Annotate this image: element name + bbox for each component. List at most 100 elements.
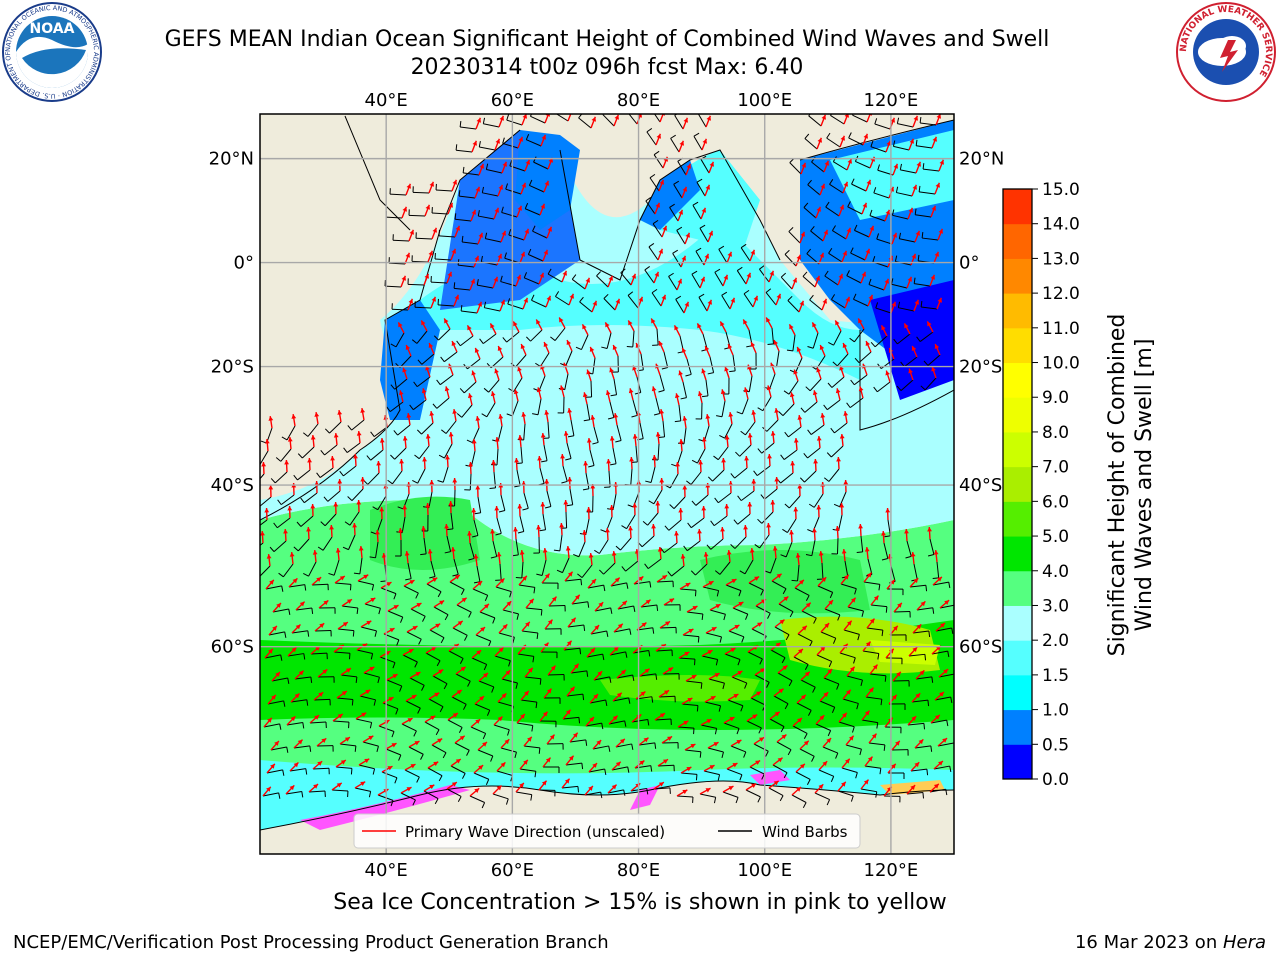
wind-barb-flag	[849, 337, 855, 343]
wind-barb-flag	[456, 340, 461, 347]
wind-barb-flag	[600, 792, 603, 799]
wind-barb	[517, 653, 534, 657]
wind-barb	[696, 448, 706, 464]
wind-barb-flag	[277, 499, 282, 505]
colorbar-segment	[1003, 744, 1032, 780]
wind-barb-flag	[905, 555, 912, 559]
wind-barb	[922, 237, 939, 241]
wave-arrow-head	[570, 617, 576, 623]
wave-arrow-head	[521, 412, 527, 417]
wave-arrow-head	[316, 577, 322, 582]
wave-arrow-head	[429, 784, 435, 790]
wind-barb-flag	[307, 630, 310, 637]
wind-barb-flag	[883, 744, 886, 751]
wind-barb-flag	[757, 407, 764, 412]
wave-arrow-head	[337, 410, 343, 415]
wind-barb-flag	[498, 510, 505, 513]
wind-barb-flag	[740, 430, 746, 436]
wave-arrow-head	[505, 670, 511, 676]
wind-barb-flag	[920, 385, 926, 391]
wind-barb-flag	[648, 500, 655, 505]
colorbar-tick-label: 7.0	[1042, 458, 1069, 478]
wave-arrow-head	[783, 596, 789, 602]
wave-arrow-head	[638, 576, 644, 582]
wave-arrow-head	[339, 576, 345, 581]
wind-barb-flag	[805, 554, 812, 557]
wind-barb	[388, 262, 406, 265]
wave-arrow-head	[609, 367, 614, 373]
wind-barb-flag	[719, 435, 725, 439]
wind-barb-flag	[661, 367, 668, 370]
wind-barb-flag	[686, 480, 692, 485]
wind-barb	[608, 470, 611, 487]
wind-barb	[300, 515, 314, 527]
wind-barb	[726, 768, 743, 776]
wave-arrow-head	[546, 295, 551, 301]
wind-barb-flag	[890, 278, 894, 285]
wind-barb-flag	[670, 134, 676, 139]
wind-barb	[384, 285, 402, 288]
wind-barb	[262, 792, 279, 797]
wind-barb	[297, 538, 310, 552]
wind-barb	[707, 747, 724, 753]
wave-arrow-head	[683, 720, 689, 726]
wind-barb	[676, 795, 694, 798]
wind-barb-flag	[601, 346, 608, 350]
wind-barb-flag	[778, 411, 784, 416]
wave-arrow-head	[391, 743, 397, 748]
colorbar-tick-label: 3.0	[1042, 596, 1069, 616]
wind-barb-flag	[691, 459, 698, 464]
lon-label: 80°E	[617, 860, 660, 881]
wind-barb-flag	[931, 676, 934, 683]
wind-barb	[496, 770, 513, 776]
wave-arrow-head	[415, 672, 421, 677]
wind-barb	[313, 698, 331, 701]
wind-barb	[685, 680, 702, 684]
wave-arrow-head	[513, 389, 519, 395]
colorbar-tick-label: 0.0	[1042, 770, 1069, 790]
wind-barb	[401, 516, 406, 533]
wind-barb	[485, 238, 502, 243]
wind-barb	[804, 138, 818, 150]
wind-barb-flag	[251, 525, 255, 530]
lat-label: 20°N	[209, 149, 254, 170]
wind-barb-flag	[531, 294, 535, 301]
wind-barb	[730, 745, 747, 753]
wind-barb-flag	[737, 266, 743, 271]
wave-arrow-head	[513, 321, 518, 327]
wind-barb	[908, 653, 925, 657]
wind-barb	[562, 557, 570, 573]
wind-barb	[438, 304, 455, 307]
wind-barb	[458, 264, 475, 268]
wave-arrow-head	[393, 605, 399, 610]
wind-barb	[653, 489, 663, 505]
wind-barb-flag	[460, 589, 465, 595]
wind-barb	[579, 301, 593, 313]
wave-arrow-head	[416, 603, 422, 608]
wind-barb	[473, 519, 479, 536]
wind-barb	[663, 351, 669, 368]
lat-labels-right: 20°N0°20°S40°S60°S	[959, 149, 1004, 658]
wind-barb-flag	[754, 544, 760, 549]
wind-barb	[721, 400, 726, 417]
wave-arrow-head	[681, 255, 686, 261]
wave-arrow-head	[497, 253, 502, 259]
wind-barb	[846, 675, 863, 681]
wind-barb-flag	[531, 725, 534, 732]
wave-arrow-head	[314, 715, 320, 720]
wind-barb-flag	[561, 480, 568, 484]
wind-barb-flag	[273, 522, 278, 529]
wave-arrow-head	[289, 785, 295, 791]
wind-barb	[645, 200, 656, 215]
wave-arrow-head	[412, 626, 418, 631]
wave-arrow-head	[387, 766, 393, 771]
wave-arrow-head	[915, 693, 921, 699]
wind-barb-flag	[355, 676, 358, 683]
wind-barb	[373, 426, 388, 437]
wave-arrow-head	[938, 228, 943, 234]
wind-barb	[260, 473, 265, 480]
wave-arrow-head	[504, 739, 510, 745]
wind-barb	[937, 742, 954, 747]
wind-barb	[748, 582, 764, 591]
wind-barb-flag	[387, 479, 393, 485]
